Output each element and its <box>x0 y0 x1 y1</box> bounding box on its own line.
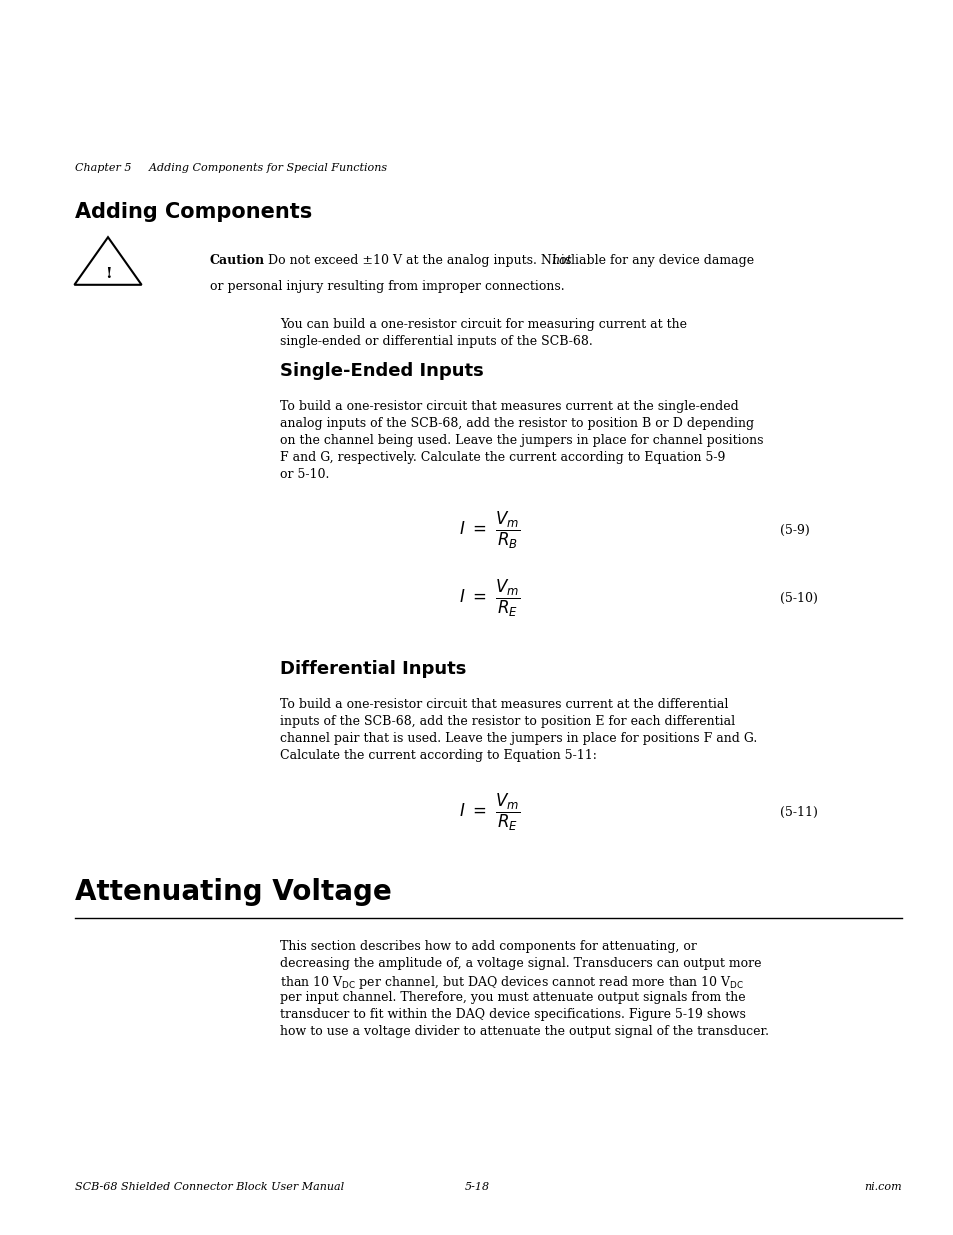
Text: decreasing the amplitude of, a voltage signal. Transducers can output more: decreasing the amplitude of, a voltage s… <box>280 957 760 969</box>
Text: Single-Ended Inputs: Single-Ended Inputs <box>280 362 483 380</box>
Text: SCB-68 Shielded Connector Block User Manual: SCB-68 Shielded Connector Block User Man… <box>75 1182 344 1192</box>
Text: Attenuating Voltage: Attenuating Voltage <box>75 878 392 906</box>
Text: F and G, respectively. Calculate the current according to Equation 5-9: F and G, respectively. Calculate the cur… <box>280 451 724 464</box>
Text: channel pair that is used. Leave the jumpers in place for positions F and G.: channel pair that is used. Leave the jum… <box>280 732 757 745</box>
Text: $I \ = \ \dfrac{V_m}{R_B}$: $I \ = \ \dfrac{V_m}{R_B}$ <box>458 509 520 551</box>
Text: Caution: Caution <box>210 254 265 267</box>
Text: or 5-10.: or 5-10. <box>280 468 329 480</box>
Text: This section describes how to add components for attenuating, or: This section describes how to add compon… <box>280 940 696 953</box>
Text: single-ended or differential inputs of the SCB-68.: single-ended or differential inputs of t… <box>280 335 592 348</box>
Text: not: not <box>551 254 571 267</box>
Text: 5-18: 5-18 <box>464 1182 489 1192</box>
Text: Differential Inputs: Differential Inputs <box>280 659 466 678</box>
Text: $I \ = \ \dfrac{V_m}{R_E}$: $I \ = \ \dfrac{V_m}{R_E}$ <box>458 578 520 619</box>
Text: Adding Components: Adding Components <box>75 203 312 222</box>
Text: Chapter 5     Adding Components for Special Functions: Chapter 5 Adding Components for Special … <box>75 163 387 173</box>
Text: on the channel being used. Leave the jumpers in place for channel positions: on the channel being used. Leave the jum… <box>280 433 762 447</box>
Text: (5-10): (5-10) <box>780 592 817 604</box>
Text: You can build a one-resistor circuit for measuring current at the: You can build a one-resistor circuit for… <box>280 317 686 331</box>
Text: inputs of the SCB-68, add the resistor to position E for each differential: inputs of the SCB-68, add the resistor t… <box>280 715 735 727</box>
Text: how to use a voltage divider to attenuate the output signal of the transducer.: how to use a voltage divider to attenuat… <box>280 1025 768 1037</box>
Text: (5-11): (5-11) <box>780 805 817 819</box>
Text: To build a one-resistor circuit that measures current at the single-ended: To build a one-resistor circuit that mea… <box>280 400 738 412</box>
Text: ni.com: ni.com <box>863 1182 901 1192</box>
Text: per input channel. Therefore, you must attenuate output signals from the: per input channel. Therefore, you must a… <box>280 990 745 1004</box>
Text: Calculate the current according to Equation 5-11:: Calculate the current according to Equat… <box>280 748 597 762</box>
Text: transducer to fit within the DAQ device specifications. Figure 5-19 shows: transducer to fit within the DAQ device … <box>280 1008 745 1021</box>
Text: To build a one-resistor circuit that measures current at the differential: To build a one-resistor circuit that mea… <box>280 698 727 711</box>
Text: liable for any device damage: liable for any device damage <box>566 254 753 267</box>
Text: or personal injury resulting from improper connections.: or personal injury resulting from improp… <box>210 280 564 293</box>
Text: !: ! <box>105 267 112 280</box>
Text: than 10 V$_\mathrm{DC}$ per channel, but DAQ devices cannot read more than 10 V$: than 10 V$_\mathrm{DC}$ per channel, but… <box>280 974 743 990</box>
Text: $I \ = \ \dfrac{V_m}{R_E}$: $I \ = \ \dfrac{V_m}{R_E}$ <box>458 792 520 832</box>
Text: (5-9): (5-9) <box>780 524 809 536</box>
Text: analog inputs of the SCB-68, add the resistor to position B or D depending: analog inputs of the SCB-68, add the res… <box>280 417 753 430</box>
Text: Do not exceed ±10 V at the analog inputs. NI is: Do not exceed ±10 V at the analog inputs… <box>255 254 575 267</box>
